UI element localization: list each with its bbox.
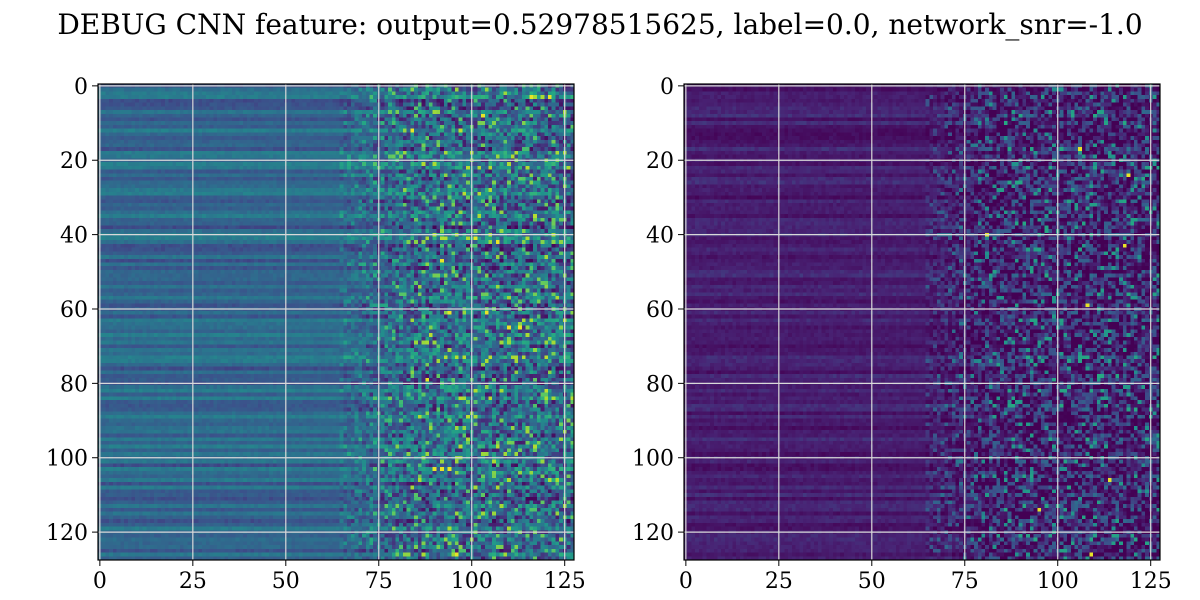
y-tick-label: 60 [60,298,88,323]
y-tick-label: 80 [60,372,88,397]
x-tick-label: 100 [1037,569,1079,594]
y-tick-label: 40 [646,224,674,249]
axes-frame [97,83,575,561]
x-tick-label: 125 [544,569,586,594]
axes-frame [683,83,1161,561]
x-tick-label: 0 [679,569,693,594]
y-tick-label: 0 [74,75,88,100]
heatmap-image [98,84,574,560]
x-tick-label: 50 [858,569,886,594]
y-tick-label: 0 [660,75,674,100]
x-tick-label: 75 [951,569,979,594]
chart-title: DEBUG CNN feature: output=0.52978515625,… [57,8,1142,41]
x-tick-label: 125 [1130,569,1172,594]
y-tick-label: 100 [632,447,674,472]
x-tick-label: 25 [179,569,207,594]
y-tick-label: 100 [46,447,88,472]
x-tick-label: 0 [93,569,107,594]
y-tick-label: 120 [46,521,88,546]
y-tick-label: 20 [646,149,674,174]
x-tick-label: 25 [765,569,793,594]
heatmap-panel-right: 0 25 50 75 100 125 0 20 40 60 80 100 120 [632,75,1172,594]
heatmap-image [684,84,1160,560]
x-tick-label: 100 [451,569,493,594]
x-tick-label: 75 [365,569,393,594]
y-tick-label: 40 [60,224,88,249]
heatmap-panel-left: 0 25 50 75 100 125 0 20 40 60 80 100 120 [46,75,586,594]
y-tick-label: 20 [60,149,88,174]
x-tick-label: 50 [272,569,300,594]
y-tick-label: 80 [646,372,674,397]
y-tick-label: 120 [632,521,674,546]
y-tick-label: 60 [646,298,674,323]
